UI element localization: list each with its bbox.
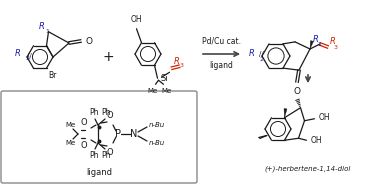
Text: Ph: Ph xyxy=(101,108,111,117)
Text: //: // xyxy=(259,51,264,57)
Text: Ph: Ph xyxy=(89,151,99,160)
Text: 1: 1 xyxy=(317,42,321,47)
Text: 1: 1 xyxy=(45,29,50,34)
Text: 3: 3 xyxy=(180,63,183,68)
Text: n-Bu: n-Bu xyxy=(149,140,165,146)
Polygon shape xyxy=(284,109,287,118)
Text: Ph: Ph xyxy=(89,108,99,117)
Text: n-Bu: n-Bu xyxy=(149,122,165,128)
Polygon shape xyxy=(310,41,313,49)
Text: +: + xyxy=(102,50,114,64)
Text: Me: Me xyxy=(66,122,76,128)
Text: Me: Me xyxy=(147,88,158,94)
Text: R: R xyxy=(39,22,45,31)
Text: O: O xyxy=(81,141,87,150)
Text: //: // xyxy=(27,53,32,59)
Text: O: O xyxy=(293,87,301,96)
Text: O: O xyxy=(107,148,113,157)
FancyBboxPatch shape xyxy=(1,91,197,183)
Text: 2: 2 xyxy=(25,56,29,61)
Text: OH: OH xyxy=(310,136,322,145)
Text: OH: OH xyxy=(319,113,330,122)
Text: ligand: ligand xyxy=(209,61,234,70)
Text: Pd/Cu cat.: Pd/Cu cat. xyxy=(202,36,241,45)
Text: ligand: ligand xyxy=(86,168,112,177)
Text: 3: 3 xyxy=(334,45,338,50)
Text: R: R xyxy=(174,57,180,66)
Text: R: R xyxy=(313,36,319,45)
Text: Br: Br xyxy=(48,71,57,80)
Text: P: P xyxy=(115,129,121,139)
Text: Si: Si xyxy=(161,74,168,83)
Text: OH: OH xyxy=(131,15,142,24)
Text: R: R xyxy=(249,49,255,59)
Text: Me: Me xyxy=(161,88,172,94)
Text: O: O xyxy=(81,118,87,127)
Text: (+)-herbertene-1,14-diol: (+)-herbertene-1,14-diol xyxy=(265,165,351,172)
Text: O: O xyxy=(86,36,93,45)
Text: N: N xyxy=(130,129,138,139)
Text: R: R xyxy=(330,38,336,47)
Text: R: R xyxy=(15,49,21,59)
Text: O: O xyxy=(107,111,113,120)
Text: Ph: Ph xyxy=(101,151,111,160)
Text: Me: Me xyxy=(66,140,76,146)
Text: 2: 2 xyxy=(259,57,263,62)
